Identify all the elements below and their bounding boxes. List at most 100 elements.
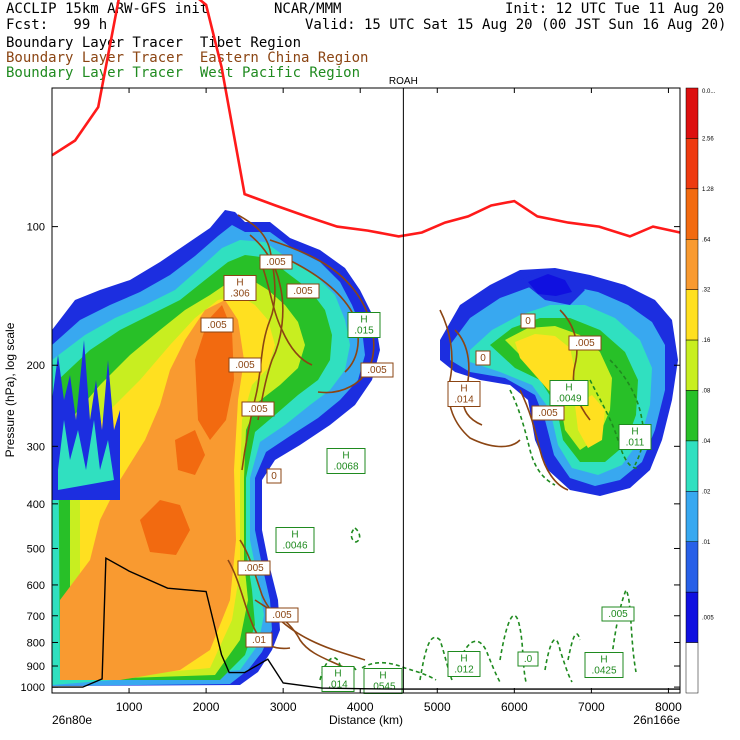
colorbar-swatch: [685, 289, 699, 341]
eastern-china-contour-label: .01: [252, 635, 266, 646]
west-pacific-high-label: H: [460, 654, 467, 665]
x-axis: 1000 2000 3000 4000 5000 6000 7000 8000: [116, 88, 682, 714]
west-pacific-high-label-box: [618, 424, 652, 450]
eastern-china-contour-label: .005: [272, 610, 292, 621]
y-tick-label: 900: [27, 661, 45, 673]
colorbar-label: .16: [702, 338, 711, 344]
tracer-legend-eastern-china: Boundary Layer Tracer Eastern China Regi…: [6, 50, 369, 66]
y-tick-label: 300: [27, 441, 45, 453]
colorbar-label: .02: [702, 489, 711, 495]
y-tick-label: 600: [27, 580, 45, 592]
tracer-legend-west-pacific: Boundary Layer Tracer West Pacific Regio…: [6, 65, 361, 81]
plume-west-darkorange-3: [175, 430, 205, 475]
plume-west-darkorange: [195, 305, 234, 440]
west-pacific-high-label: .011: [626, 438, 645, 449]
colorbar-label: .64: [702, 237, 711, 243]
colorbar-swatch: [685, 440, 699, 492]
colorbar-swatch: [685, 491, 699, 543]
eastern-china-contour-label-box: [360, 362, 394, 378]
west-pacific-high-label: H: [600, 655, 607, 666]
right-endpoint-label: 26n166e: [633, 713, 680, 727]
eastern-china-contour-label: .005: [367, 365, 387, 376]
x-tick-label: 4000: [347, 700, 374, 714]
y-axis-label: Pressure (hPa), log scale: [3, 322, 17, 457]
eastern-china-contour-label-box: [520, 313, 536, 329]
eastern-china-contour-label-box: [200, 317, 234, 333]
y-tick-label: 800: [27, 637, 45, 649]
west-pacific-high-label: .0425: [591, 666, 616, 677]
colorbar-label: .08: [702, 389, 711, 395]
eastern-china-contour-label: .005: [293, 286, 313, 297]
colorbar-swatch: [685, 138, 699, 190]
west-pacific-high-label: H: [342, 451, 349, 462]
y-tick-label: 1000: [21, 682, 45, 694]
roah-marker-label: ROAH: [389, 76, 418, 87]
eastern-china-contour-label: .005: [575, 338, 595, 349]
colorbar-label: 1.28: [702, 187, 714, 193]
eastern-china-contour-label: .005: [538, 408, 558, 419]
eastern-china-contour-label: 0: [271, 471, 277, 482]
eastern-china-contour-label-box: [259, 254, 293, 270]
eastern-china-contour-label-box: [265, 607, 299, 623]
x-tick-label: 8000: [655, 700, 682, 714]
center-label: NCAR/MMM: [274, 1, 342, 17]
eastern-china-contour-label: 0: [525, 316, 531, 327]
eastern-china-contour-label: .005: [235, 360, 255, 371]
west-pacific-high-label: H: [334, 669, 341, 680]
eastern-china-contour-label-box: [531, 405, 565, 421]
west-pacific-high-label: .012: [454, 665, 474, 676]
eastern-china-contour-label-box: [241, 401, 275, 417]
colorbar-swatch: [685, 339, 699, 391]
x-tick-label: 1000: [116, 700, 143, 714]
west-pacific-contour-label-box: [601, 606, 635, 622]
x-tick-label: 7000: [578, 700, 605, 714]
west-pacific-high-label: H: [291, 530, 298, 541]
eastern-china-contour-label: .005: [244, 563, 264, 574]
x-tick-label: 3000: [270, 700, 297, 714]
west-pacific-high-label: .015: [354, 326, 374, 337]
west-pacific-high-label: .0: [524, 654, 533, 665]
colorbar-label: .01: [702, 540, 711, 546]
plume-west-darkorange-2: [140, 500, 190, 555]
eastern-china-contour-label-box: [266, 468, 282, 484]
west-pacific-high-label: H: [360, 315, 367, 326]
west-pacific-high-label: H: [631, 427, 638, 438]
colorbar-swatch: [685, 541, 699, 593]
eastern-china-high-label: H: [236, 278, 243, 289]
west-pacific-high-label-box: [584, 652, 624, 678]
eastern-china-contour-label-box: [228, 357, 262, 373]
y-tick-label: 200: [27, 360, 45, 372]
west-pacific-high-label: .0545: [370, 682, 395, 693]
eastern-china-high-label: H: [460, 384, 467, 395]
west-pacific-high-label-box: [517, 651, 539, 667]
west-pacific-high-label-box: [447, 651, 481, 677]
west-pacific-high-label: .0068: [333, 462, 358, 473]
x-tick-label: 2000: [193, 700, 220, 714]
west-pacific-high-label-box: [275, 527, 315, 553]
tropopause-line: [51, 0, 681, 238]
eastern-china-contour-label: .005: [207, 320, 227, 331]
colorbar-label: .32: [702, 288, 711, 294]
eastern-china-contour-label: .005: [248, 404, 268, 415]
west-pacific-high-label-box: [326, 448, 366, 474]
colorbar-label: 0.0...: [702, 89, 716, 95]
eastern-china-high-label-box: [223, 275, 257, 301]
y-tick-label: 500: [27, 543, 45, 555]
tracer-legend-tibet: Boundary Layer Tracer Tibet Region: [6, 35, 302, 51]
colorbar-label: .04: [702, 439, 711, 445]
eastern-china-contour-label-box: [245, 632, 273, 648]
west-pacific-high-label: H: [379, 671, 386, 682]
eastern-china-contour-label: 0: [480, 353, 486, 364]
colorbar-swatch: [685, 239, 699, 290]
x-axis-label: Distance (km): [329, 713, 403, 727]
x-tick-label: 6000: [501, 700, 528, 714]
west-pacific-high-label: .014: [328, 680, 348, 691]
init-time: Init: 12 UTC Tue 11 Aug 20: [505, 1, 725, 17]
eastern-china-contour-label-box: [475, 350, 491, 366]
y-tick-label: 700: [27, 611, 45, 623]
model-title: ACCLIP 15km ARW-GFS init: [6, 1, 209, 17]
west-pacific-high-label: .0046: [282, 541, 307, 552]
y-axis: 100 200 300 400 500 600 700 800 900 1000: [21, 222, 680, 694]
colorbar-swatch: [685, 390, 699, 442]
